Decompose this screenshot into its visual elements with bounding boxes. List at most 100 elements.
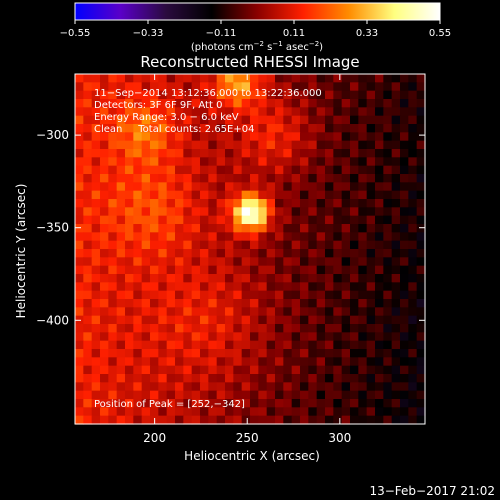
heatmap-cell [83,307,93,317]
heatmap-cell [333,207,343,217]
heatmap-cell [283,349,293,358]
heatmap-cell [333,74,343,83]
heatmap-cell [383,132,393,142]
heatmap-cell [266,215,276,225]
heatmap-cell [391,149,401,158]
heatmap-cell [116,290,126,300]
heatmap-cell [400,140,409,150]
heatmap-cell [408,74,418,83]
heatmap-cell [366,74,376,83]
heatmap-cell [250,240,259,250]
heatmap-cell [250,390,259,400]
heatmap-cell [416,182,426,192]
heatmap-cell [258,399,268,408]
heatmap-cell [125,407,134,417]
heatmap-cell [308,82,318,92]
heatmap-cell [383,240,393,250]
heatmap-cell [166,174,176,183]
heatmap-cell [141,157,151,167]
heatmap-cell [75,407,84,417]
heatmap-cell [175,182,184,192]
heatmap-cell [158,174,168,183]
heatmap-cell [291,282,301,292]
heatmap-cell [83,199,93,208]
heatmap-cell [241,82,251,92]
heatmap-cell [150,399,159,408]
heatmap-cell [233,99,243,108]
heatmap-cell [391,107,401,117]
heatmap-cell [241,115,251,125]
heatmap-cell [158,349,168,358]
heatmap-cell [291,299,301,308]
heatmap-cell [75,399,84,408]
heatmap-cell [83,340,93,350]
heatmap-cell [108,107,118,117]
heatmap-cell [416,274,426,283]
heatmap-cell [216,324,226,333]
heatmap-cell [341,74,351,83]
heatmap-cell [166,74,176,83]
heatmap-cell [391,240,401,250]
heatmap-cell [416,265,426,275]
heatmap-cell [358,415,368,425]
heatmap-cell [416,390,426,400]
heatmap-cell [291,149,301,158]
heatmap-cell [291,374,301,383]
heatmap-cell [366,149,376,158]
heatmap-cell [141,232,151,242]
heatmap-cell [83,315,93,325]
heatmap-cell [175,340,184,350]
heatmap-cell [341,82,351,92]
heatmap-cell [316,90,326,100]
heatmap-cell [291,324,301,333]
heatmap-cell [116,99,126,108]
heatmap-cell [275,207,284,217]
heatmap-cell [150,324,159,333]
heatmap-cell [350,115,359,125]
heatmap-cell [125,107,134,117]
heatmap-cell [125,249,134,258]
heatmap-cell [383,374,393,383]
heatmap-cell [100,274,109,283]
heatmap-cell [75,349,84,358]
heatmap-cell [375,407,384,417]
heatmap-cell [158,115,168,125]
heatmap-cell [308,274,318,283]
heatmap-cell [141,307,151,317]
heatmap-cell [416,107,426,117]
heatmap-cell [166,240,176,250]
heatmap-cell [358,282,368,292]
heatmap-cell [100,349,109,358]
heatmap-cell [216,82,226,92]
heatmap-cell [266,374,276,383]
heatmap-cell [91,365,101,375]
heatmap-cell [133,215,143,225]
heatmap-cell [400,90,409,100]
heatmap-cell [241,290,251,300]
heatmap-cell [241,257,251,267]
heatmap-cell [91,324,101,333]
heatmap-cell [308,265,318,275]
heatmap-cell [216,407,226,417]
heatmap-cell [208,249,218,258]
heatmap-cell [400,115,409,125]
heatmap-cell [341,207,351,217]
heatmap-cell [250,307,259,317]
heatmap-cell [83,365,93,375]
heatmap-cell [250,415,259,425]
heatmap-cell [216,174,226,183]
heatmap-cell [350,165,359,175]
heatmap-cell [108,124,118,133]
heatmap-cell [91,140,101,150]
heatmap-cell [383,324,393,333]
heatmap-cell [308,132,318,142]
heatmap-cell [366,382,376,392]
heatmap-cell [150,374,159,383]
heatmap-cell [316,115,326,125]
heatmap-cell [75,274,84,283]
heatmap-cell [416,324,426,333]
heatmap-cell [200,82,209,92]
heatmap-cell [191,82,201,92]
heatmap-cell [116,274,126,283]
heatmap-cell [125,99,134,108]
